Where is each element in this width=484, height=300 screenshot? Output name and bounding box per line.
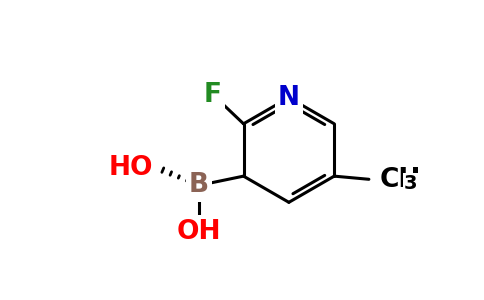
Text: HO: HO — [108, 155, 152, 182]
Text: 3: 3 — [404, 174, 417, 193]
Text: CH: CH — [379, 167, 421, 193]
Text: OH: OH — [177, 219, 221, 244]
Text: F: F — [204, 82, 222, 107]
Text: B: B — [189, 172, 209, 198]
Text: N: N — [278, 85, 300, 111]
